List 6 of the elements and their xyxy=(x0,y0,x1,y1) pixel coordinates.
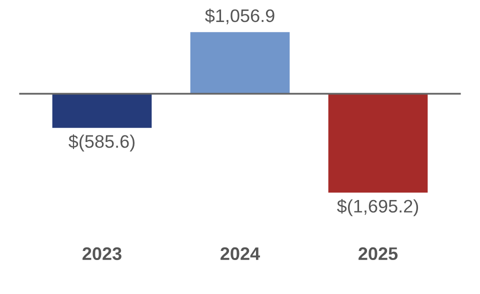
data-label: $(585.6) xyxy=(68,134,135,152)
x-tick-label: 2023 xyxy=(82,247,122,260)
x-tick-label: 2024 xyxy=(220,247,260,260)
x-tick-label: 2025 xyxy=(358,247,398,260)
data-label: $(1,695.2) xyxy=(337,199,418,216)
data-label: $1,056.9 xyxy=(205,8,274,24)
